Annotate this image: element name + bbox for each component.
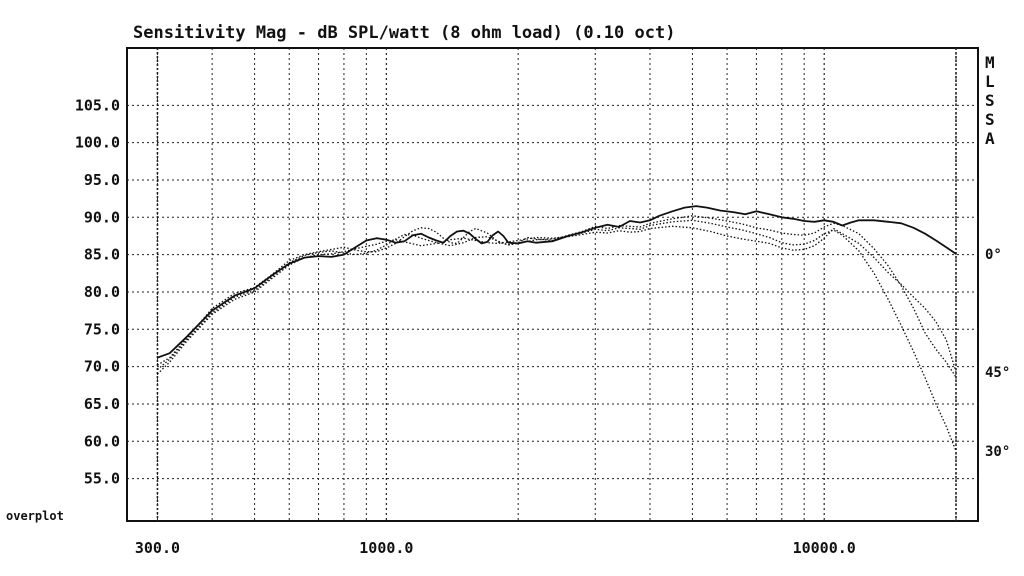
series-end-label: 45° (985, 365, 1010, 381)
x-tick-labels: 300.0 1000.0 10000.0 (135, 539, 856, 557)
y-tick-label: 65.0 (84, 395, 120, 413)
side-letter: A (985, 129, 995, 148)
y-tick-label: 100.0 (75, 134, 120, 152)
y-tick-label: 80.0 (84, 283, 120, 301)
series-end-label: 30° (985, 444, 1010, 460)
overplot-label: overplot (6, 509, 64, 523)
y-tick-label: 60.0 (84, 432, 120, 450)
x-tick-label: 300.0 (135, 539, 180, 557)
series-line-3 (156, 225, 957, 375)
y-tick-label: 70.0 (84, 358, 120, 376)
side-letter: L (985, 72, 995, 91)
y-tick-label: 95.0 (84, 171, 120, 189)
side-letter: M (985, 53, 995, 72)
series-line-0 (157, 205, 957, 359)
y-tick-label: 105.0 (75, 96, 120, 114)
x-tick-label: 1000.0 (359, 539, 413, 557)
y-tick-label: 85.0 (84, 246, 120, 264)
series-end-label: 0° (985, 247, 1002, 263)
series-line-2 (156, 219, 957, 452)
series-end-labels: 0° 30° 45° (985, 247, 1010, 460)
grid-lines (127, 48, 978, 521)
series-lines (156, 205, 957, 452)
side-letter: S (985, 91, 995, 110)
chart-title: Sensitivity Mag - dB SPL/watt (8 ohm loa… (133, 23, 675, 43)
y-tick-labels: 105.0 100.0 95.0 90.0 85.0 80.0 75.0 70.0 65.0 60… (75, 96, 120, 487)
side-letter: S (985, 110, 995, 129)
x-tick-label: 10000.0 (793, 539, 856, 557)
plot-frame (126, 47, 979, 522)
y-tick-label: 75.0 (84, 320, 120, 338)
series-line-1 (157, 215, 957, 378)
y-tick-label: 90.0 (84, 208, 120, 226)
y-tick-label: 55.0 (84, 470, 120, 488)
